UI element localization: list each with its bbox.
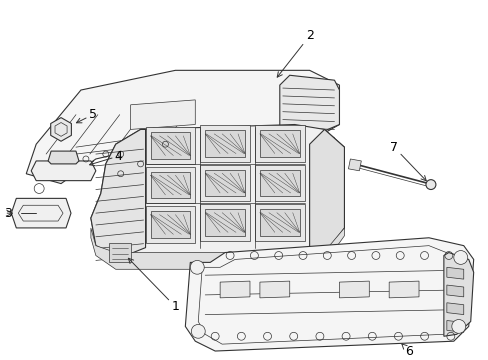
Polygon shape [145,127,195,164]
Polygon shape [309,130,344,253]
Polygon shape [108,243,130,262]
Polygon shape [145,167,195,203]
Polygon shape [51,118,71,141]
Polygon shape [150,211,190,238]
Polygon shape [446,285,463,297]
Text: 2: 2 [277,30,313,77]
Polygon shape [443,253,473,336]
Polygon shape [339,281,368,298]
Polygon shape [48,151,79,164]
Polygon shape [260,281,289,298]
Text: 7: 7 [389,141,426,181]
Polygon shape [446,267,463,279]
Polygon shape [254,165,304,201]
Polygon shape [254,126,304,162]
Circle shape [453,251,467,264]
Polygon shape [205,209,244,236]
Polygon shape [145,206,195,243]
Circle shape [451,320,465,333]
Polygon shape [91,125,344,262]
Polygon shape [205,130,244,157]
Text: 3: 3 [4,207,12,220]
Polygon shape [130,100,195,130]
Polygon shape [260,130,299,157]
Text: 6: 6 [401,344,412,357]
Polygon shape [205,170,244,197]
Polygon shape [220,281,249,298]
Polygon shape [279,75,339,139]
Text: 4: 4 [89,149,122,166]
Circle shape [191,324,205,338]
Circle shape [425,180,435,189]
Text: 5: 5 [76,108,97,123]
Polygon shape [185,238,473,351]
Polygon shape [150,132,190,159]
Polygon shape [254,204,304,241]
Polygon shape [91,228,344,269]
Polygon shape [446,303,463,315]
Polygon shape [200,165,249,201]
Polygon shape [200,204,249,241]
Circle shape [190,260,204,274]
Polygon shape [347,159,361,171]
Polygon shape [150,172,190,198]
Polygon shape [446,320,463,332]
Polygon shape [260,209,299,236]
Polygon shape [31,161,96,181]
Polygon shape [26,70,339,184]
Polygon shape [260,170,299,197]
Polygon shape [91,130,145,257]
Polygon shape [388,281,418,298]
Polygon shape [200,126,249,162]
Polygon shape [11,198,71,228]
Text: 1: 1 [128,258,179,313]
